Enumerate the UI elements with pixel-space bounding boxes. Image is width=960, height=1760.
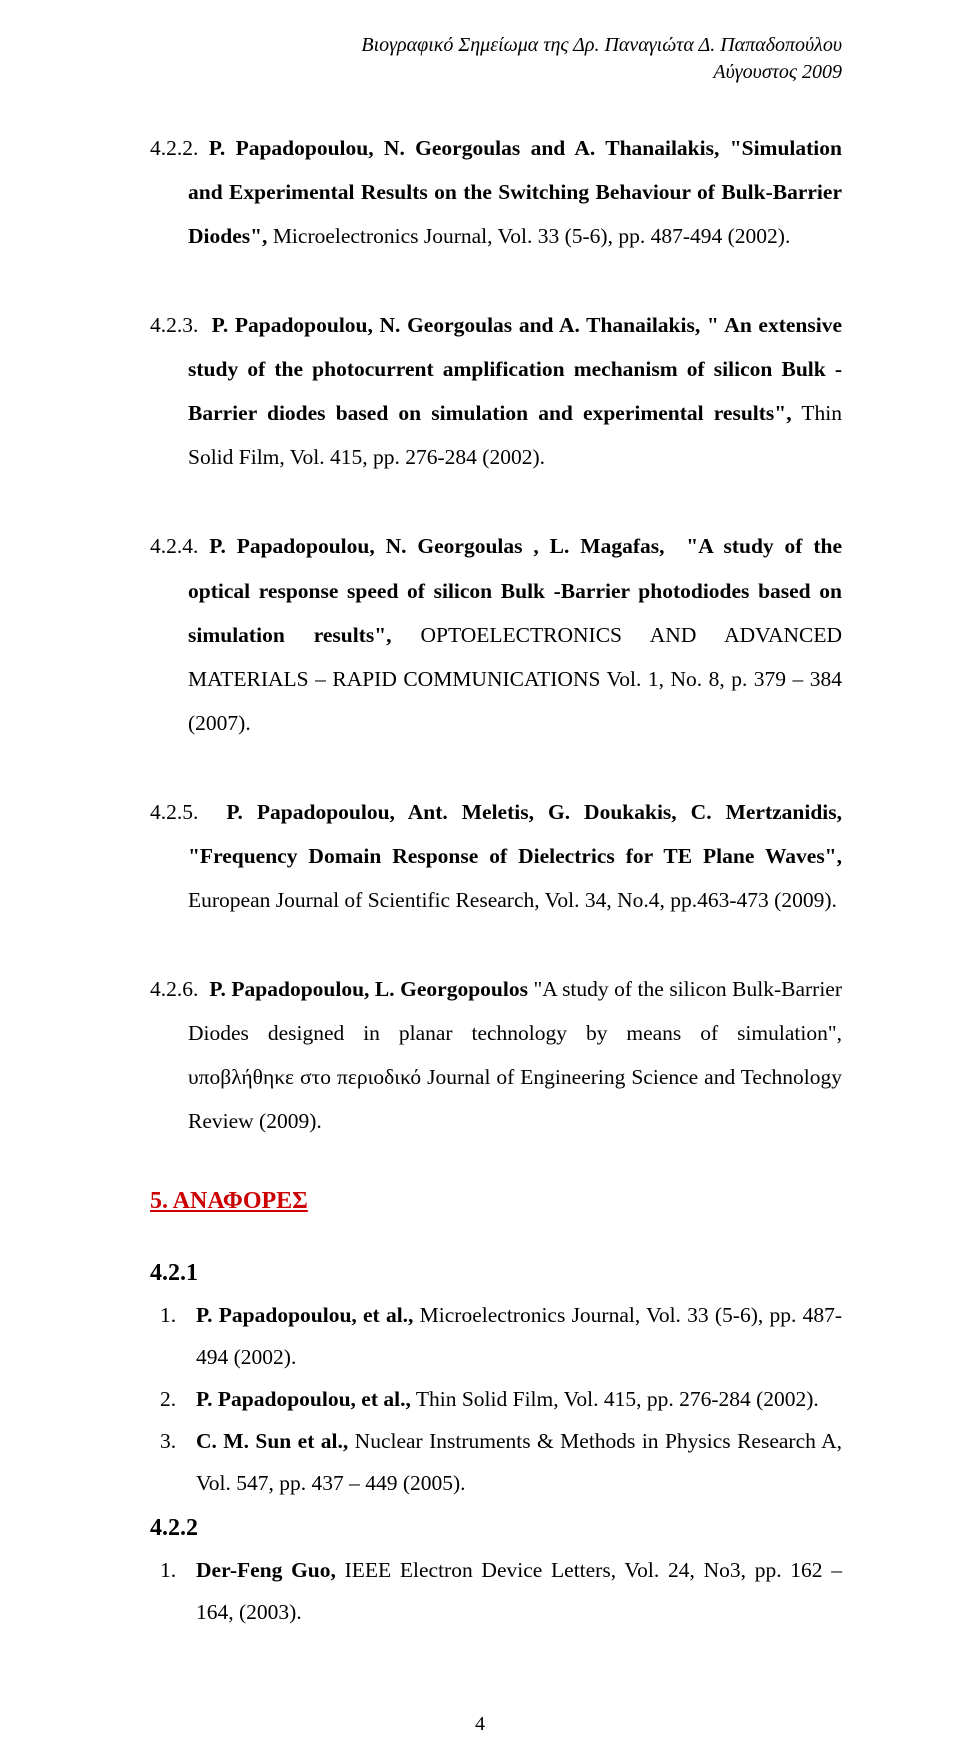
entry-authors: P. Papadopoulou, N. Georgoulas and A. Th… <box>212 313 701 337</box>
reference-item: 1. Der-Feng Guo, IEEE Electron Device Le… <box>160 1550 842 1634</box>
document-header: Βιογραφικό Σημείωμα της Δρ. Παναγιώτα Δ.… <box>150 32 842 86</box>
ref-num: 1. <box>160 1550 184 1634</box>
subsection-heading: 4.2.2 <box>150 1515 842 1542</box>
entry-num: 4.2.3. <box>150 313 198 337</box>
ref-num: 1. <box>160 1295 184 1379</box>
entry-authors: P. Papadopoulou, N. Georgoulas , L. Maga… <box>209 534 664 558</box>
entry-num: 4.2.4. <box>150 534 198 558</box>
publication-entry: 4.2.4. P. Papadopoulou, N. Georgoulas , … <box>150 524 842 744</box>
reference-list: 1. Der-Feng Guo, IEEE Electron Device Le… <box>160 1550 842 1634</box>
reference-list: 1. P. Papadopoulou, et al., Microelectro… <box>160 1295 842 1505</box>
entry-authors: P. Papadopoulou, N. Georgoulas and A. Th… <box>209 136 720 160</box>
publication-entry: 4.2.5. P. Papadopoulou, Ant. Meletis, G.… <box>150 790 842 922</box>
section-heading-references: 5. ΑΝΑΦΟΡΕΣ <box>150 1188 842 1215</box>
reference-item: 1. P. Papadopoulou, et al., Microelectro… <box>160 1295 842 1379</box>
header-line-2: Αύγουστος 2009 <box>150 59 842 86</box>
publication-entry: 4.2.6. P. Papadopoulou, L. Georgopoulos … <box>150 967 842 1143</box>
page-number: 4 <box>475 1713 485 1736</box>
ref-bold: P. Papadopoulou, et al., <box>196 1303 413 1327</box>
reference-item: 2. P. Papadopoulou, et al., Thin Solid F… <box>160 1379 842 1421</box>
entry-authors: P. Papadopoulou, L. Georgopoulos <box>209 977 528 1001</box>
entry-rest: υποβλήθηκε στο περιοδικό Journal of Engi… <box>188 1065 842 1133</box>
entry-rest: Microelectronics Journal, Vol. 33 (5-6),… <box>273 224 791 248</box>
publication-entry: 4.2.2. P. Papadopoulou, N. Georgoulas an… <box>150 126 842 258</box>
entry-num: 4.2.2. <box>150 136 198 160</box>
entry-title: "Frequency Domain Response of Dielectric… <box>188 844 842 868</box>
ref-bold: Der-Feng Guo, <box>196 1558 336 1582</box>
entry-rest: European Journal of Scientific Research,… <box>188 888 837 912</box>
reference-item: 3. C. M. Sun et al., Nuclear Instruments… <box>160 1421 842 1505</box>
entry-num: 4.2.5. <box>150 800 198 824</box>
publication-entry: 4.2.3. P. Papadopoulou, N. Georgoulas an… <box>150 303 842 479</box>
ref-num: 3. <box>160 1421 184 1505</box>
header-line-1: Βιογραφικό Σημείωμα της Δρ. Παναγιώτα Δ.… <box>150 32 842 59</box>
entry-authors: P. Papadopoulou, Ant. Meletis, G. Doukak… <box>226 800 842 824</box>
ref-bold: C. M. Sun et al., <box>196 1429 348 1453</box>
ref-rest: Thin Solid Film, Vol. 415, pp. 276-284 (… <box>411 1387 819 1411</box>
ref-bold: P. Papadopoulou, et al., <box>196 1387 411 1411</box>
ref-num: 2. <box>160 1379 184 1421</box>
subsection-heading: 4.2.1 <box>150 1260 842 1287</box>
entry-num: 4.2.6. <box>150 977 198 1001</box>
